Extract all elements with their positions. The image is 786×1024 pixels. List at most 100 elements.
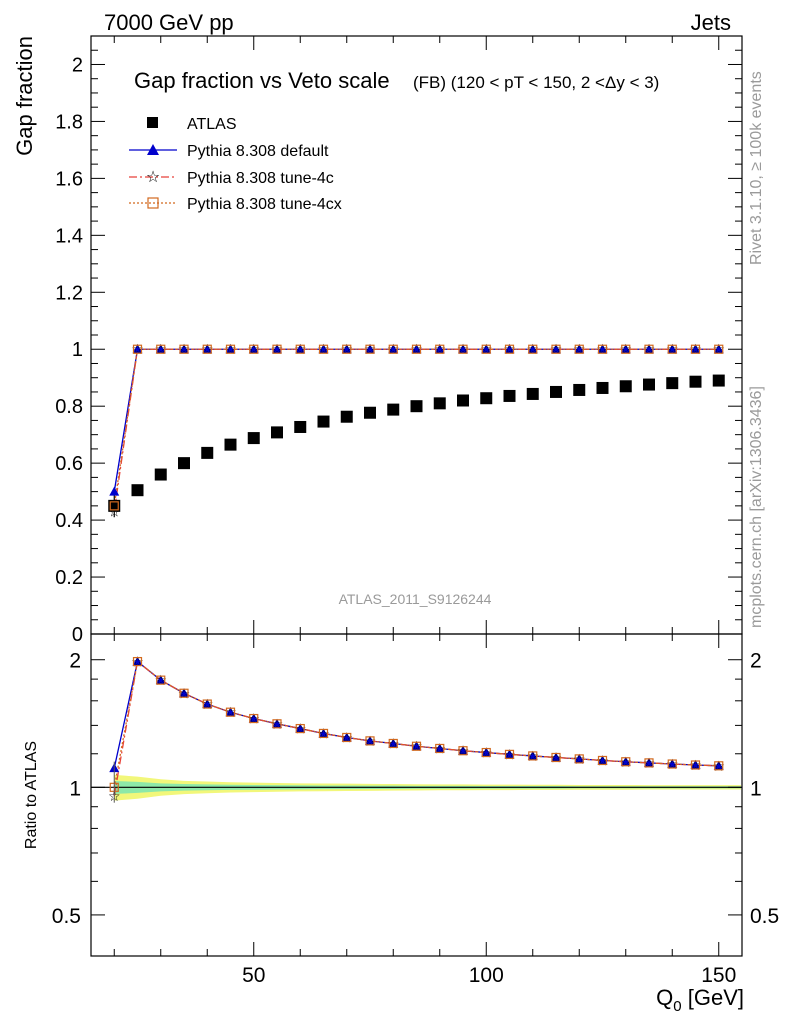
ratio-tune4cx-marker: [435, 743, 445, 754]
default-marker: [109, 486, 120, 496]
default-marker: [574, 344, 585, 354]
ratio-y-tick-label-right: 1: [750, 777, 762, 800]
default-marker: [458, 344, 468, 354]
atlas-data-point: [224, 438, 237, 451]
ratio-default-marker: [667, 759, 678, 769]
ratio-y-tick-label-left: 0.5: [52, 905, 81, 928]
main-y-tick-label: 1.4: [55, 225, 83, 247]
tune4cx-marker: [109, 501, 119, 511]
default-marker: [504, 344, 515, 354]
ratio-tune4cx-marker: [202, 699, 212, 709]
ratio-default-marker: [155, 675, 166, 685]
ratio-y-tick-label-right: 0.5: [750, 905, 779, 928]
tune4cx-marker: [272, 344, 282, 354]
main-y-tick-label: 1.6: [55, 168, 83, 190]
ratio-default-marker: [388, 738, 399, 748]
ratio-tune4cx-marker: [225, 707, 236, 717]
legend-tune4c-marker: ☆: [146, 169, 160, 186]
tune4cx-marker: [295, 344, 305, 354]
ratio-tune4cx-marker: [644, 758, 654, 768]
atlas-data-point: [317, 415, 330, 428]
tune4cx-marker: [504, 344, 515, 354]
atlas-data-point: [178, 457, 190, 470]
series-line-3: [113, 348, 719, 506]
ratio-tune4cx-marker: [667, 759, 677, 769]
tune4cx-marker: [132, 344, 143, 354]
default-marker: [318, 344, 329, 354]
default-marker: [132, 344, 143, 354]
ratio-default-marker: [411, 741, 422, 751]
atlas-data-point: [550, 385, 562, 398]
ratio-tune4cx-marker: [481, 747, 491, 758]
chart-title: Gap fraction vs Veto scale: [134, 68, 390, 93]
ratio-tune4cx-marker: [249, 713, 259, 724]
atlas-data-point: [573, 383, 586, 396]
ratio-tick-labels: 0.5 0.5 1 1 2 2 50 100 150: [52, 650, 779, 987]
default-marker: [597, 344, 608, 354]
atlas-data-point: [131, 484, 144, 497]
main-y-tick-label: 0: [72, 624, 83, 646]
tune4cx-marker: [481, 344, 491, 354]
ratio-tune4cx-marker: [551, 752, 561, 763]
ratio-tune4cx-marker: [504, 749, 515, 759]
ratio-tune4cx-marker: [132, 656, 143, 667]
ratio-default-marker: [504, 749, 515, 759]
default-marker: [644, 344, 654, 354]
default-marker: [202, 344, 213, 354]
ratio-default-marker: [132, 656, 143, 666]
tune4cx-marker: [551, 344, 561, 354]
tune4cx-marker: [667, 344, 677, 354]
main-y-axis-label: Gap fraction: [12, 36, 37, 156]
ratio-tune4cx-marker: [272, 719, 282, 729]
mcplots-label: mcplots.cern.ch [arXiv:1306.3436]: [748, 386, 765, 628]
default-marker: [155, 344, 166, 354]
legend: ATLAS Pythia 8.308 default ☆ Pythia 8.30…: [129, 116, 342, 213]
ratio-tune4cx-marker: [411, 741, 422, 751]
ratio-y-axis-label: Ratio to ATLAS: [23, 741, 40, 849]
main-y-tick-label: 2: [72, 54, 83, 76]
default-marker: [411, 344, 422, 354]
tune4cx-marker: [411, 344, 422, 354]
ratio-tune4cx-marker: [528, 751, 538, 761]
default-marker: [388, 344, 399, 354]
ratio-default-marker: [272, 718, 282, 728]
ratio-tune4cx-marker: [458, 746, 468, 756]
tune4cx-marker: [365, 344, 375, 354]
ratio-series: ☆☆☆☆☆☆ ☆ ☆ ☆ ☆ ☆ ☆ ☆ ☆ ☆ ☆ ☆ ☆ ☆ ☆ ☆ ☆ ☆ ☆ ☆ ☆ ☆: [108, 654, 725, 804]
main-y-tick-label: 1.2: [55, 282, 83, 304]
tune4cx-marker: [621, 344, 631, 354]
default-marker: [620, 344, 631, 354]
tune4cx-marker: [342, 344, 352, 354]
atlas-data-point: [410, 400, 423, 413]
ratio-tune4cx-marker: [714, 761, 724, 771]
tune4cx-marker: [156, 344, 166, 354]
tune4cx-marker: [574, 344, 584, 354]
ratio-tune4cx-marker: [342, 732, 352, 743]
legend-tune4cx-marker: [147, 197, 159, 209]
ratio-default-marker: [481, 747, 492, 757]
default-marker: [295, 344, 306, 354]
atlas-data-point: [247, 432, 260, 445]
ratio-tune4cx-marker: [318, 728, 329, 739]
x-axis-label: Q0 [GeV]: [656, 985, 744, 1015]
atlas-data-point: [643, 378, 655, 391]
main-series: ☆☆ ☆ ☆ ☆ ☆ ☆ ☆ ☆ ☆ ☆ ☆ ☆ ☆ ☆ ☆ ☆ ☆ ☆ ☆ ☆ ☆ ☆ ☆ ☆ ☆ ☆: [108, 341, 725, 519]
tune4cx-marker: [458, 344, 468, 354]
series-line-2: [113, 348, 719, 512]
ratio-axis-ticks: [91, 634, 742, 956]
x-tick-label: 150: [701, 964, 736, 987]
ratio-tune4cx-marker: [179, 688, 189, 698]
series-line-1: [113, 348, 719, 492]
rivet-version-label: Rivet 3.1.10, ≥ 100k events: [748, 71, 765, 265]
chart-title-suffix: (FB) (120 < pT < 150, 2 <Δy < 3): [413, 73, 659, 92]
ratio-default-marker: [527, 750, 538, 760]
ratio-tune4cx-marker: [574, 754, 584, 764]
ratio-tune4cx-marker: [156, 675, 166, 685]
ratio-y-tick-label-right: 2: [750, 650, 762, 673]
legend-atlas-label: ATLAS: [187, 116, 237, 133]
x-tick-label: 50: [242, 964, 265, 987]
default-marker: [667, 344, 678, 354]
main-y-tick-label: 1: [72, 339, 83, 361]
tune4cx-marker: [597, 344, 608, 354]
ratio-default-marker: [574, 753, 585, 763]
